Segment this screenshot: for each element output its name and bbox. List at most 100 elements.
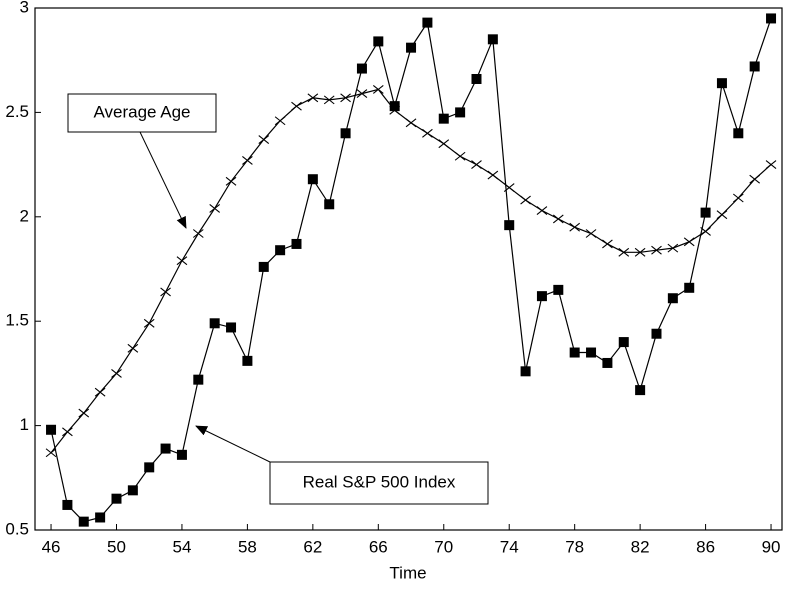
- point: [569, 222, 581, 232]
- point: [684, 282, 695, 293]
- point: [504, 220, 515, 231]
- point: [749, 61, 760, 72]
- point: [586, 347, 597, 358]
- point: [503, 183, 515, 192]
- point: [356, 89, 368, 99]
- point: [438, 113, 449, 124]
- x-tick-label: 70: [434, 537, 453, 556]
- point: [275, 245, 286, 256]
- legend-label: Average Age: [93, 102, 190, 121]
- point: [520, 366, 531, 377]
- point: [454, 151, 466, 161]
- point: [324, 199, 335, 210]
- point: [667, 293, 678, 304]
- point: [144, 462, 155, 473]
- point: [536, 291, 547, 302]
- point: [602, 239, 613, 249]
- point: [373, 36, 384, 47]
- point: [176, 256, 188, 266]
- y-tick-label: 2: [20, 206, 29, 225]
- point: [716, 210, 728, 220]
- point: [422, 17, 433, 28]
- point: [372, 85, 384, 94]
- point: [683, 237, 695, 247]
- point: [242, 355, 253, 366]
- x-tick-label: 50: [107, 537, 126, 556]
- point: [487, 170, 499, 180]
- point: [291, 238, 302, 249]
- x-tick-label: 74: [500, 537, 519, 556]
- point: [438, 139, 450, 149]
- point: [111, 493, 122, 504]
- point: [45, 448, 57, 458]
- x-tick-label: 58: [238, 537, 257, 556]
- point: [323, 95, 335, 105]
- point: [62, 499, 73, 510]
- point: [749, 174, 761, 184]
- point: [471, 160, 482, 170]
- point: [487, 34, 498, 45]
- x-tick-label: 86: [696, 537, 715, 556]
- x-tick-label: 82: [631, 537, 650, 556]
- x-tick-label: 62: [303, 537, 322, 556]
- point: [389, 101, 400, 112]
- point: [209, 318, 220, 329]
- x-axis-label: Time: [389, 563, 426, 582]
- point: [552, 214, 564, 224]
- x-tick-label: 90: [762, 537, 781, 556]
- point: [406, 42, 417, 53]
- point: [258, 261, 269, 272]
- point: [389, 105, 401, 115]
- point: [94, 387, 106, 397]
- point: [716, 78, 727, 89]
- point: [634, 247, 646, 257]
- point: [192, 229, 204, 238]
- point: [46, 424, 57, 435]
- point: [127, 343, 139, 353]
- point: [618, 247, 630, 257]
- point: [422, 128, 433, 138]
- point: [307, 93, 319, 103]
- point: [307, 174, 318, 185]
- point: [291, 101, 302, 111]
- point: [62, 427, 73, 437]
- point: [127, 485, 138, 496]
- point: [226, 322, 237, 333]
- point: [143, 318, 155, 328]
- x-tick-label: 54: [172, 537, 191, 556]
- annotation-arrow: [139, 131, 187, 229]
- legend-box: [67, 93, 217, 133]
- y-tick-label: 3: [20, 0, 29, 16]
- point: [700, 226, 711, 236]
- point: [78, 408, 90, 418]
- point: [340, 93, 351, 103]
- point: [455, 107, 466, 118]
- point: [520, 195, 531, 205]
- point: [160, 287, 171, 297]
- point: [193, 374, 204, 385]
- plot-frame: [34, 7, 783, 531]
- y-tick-label: 2.5: [5, 102, 29, 121]
- point: [700, 207, 711, 218]
- y-tick-label: 0.5: [5, 519, 29, 538]
- point: [471, 73, 482, 84]
- point: [536, 206, 548, 215]
- point: [569, 347, 580, 358]
- point: [356, 63, 367, 74]
- x-tick-label: 46: [42, 537, 61, 556]
- point: [733, 128, 744, 139]
- point: [766, 13, 777, 24]
- point: [585, 229, 597, 238]
- y-tick-label: 1: [20, 415, 29, 434]
- x-tick-label: 66: [369, 537, 388, 556]
- point: [274, 116, 286, 126]
- point: [258, 135, 270, 144]
- point: [160, 443, 171, 454]
- point: [667, 243, 679, 253]
- point: [732, 193, 744, 203]
- point: [242, 155, 253, 165]
- point: [78, 516, 89, 527]
- point: [602, 357, 613, 368]
